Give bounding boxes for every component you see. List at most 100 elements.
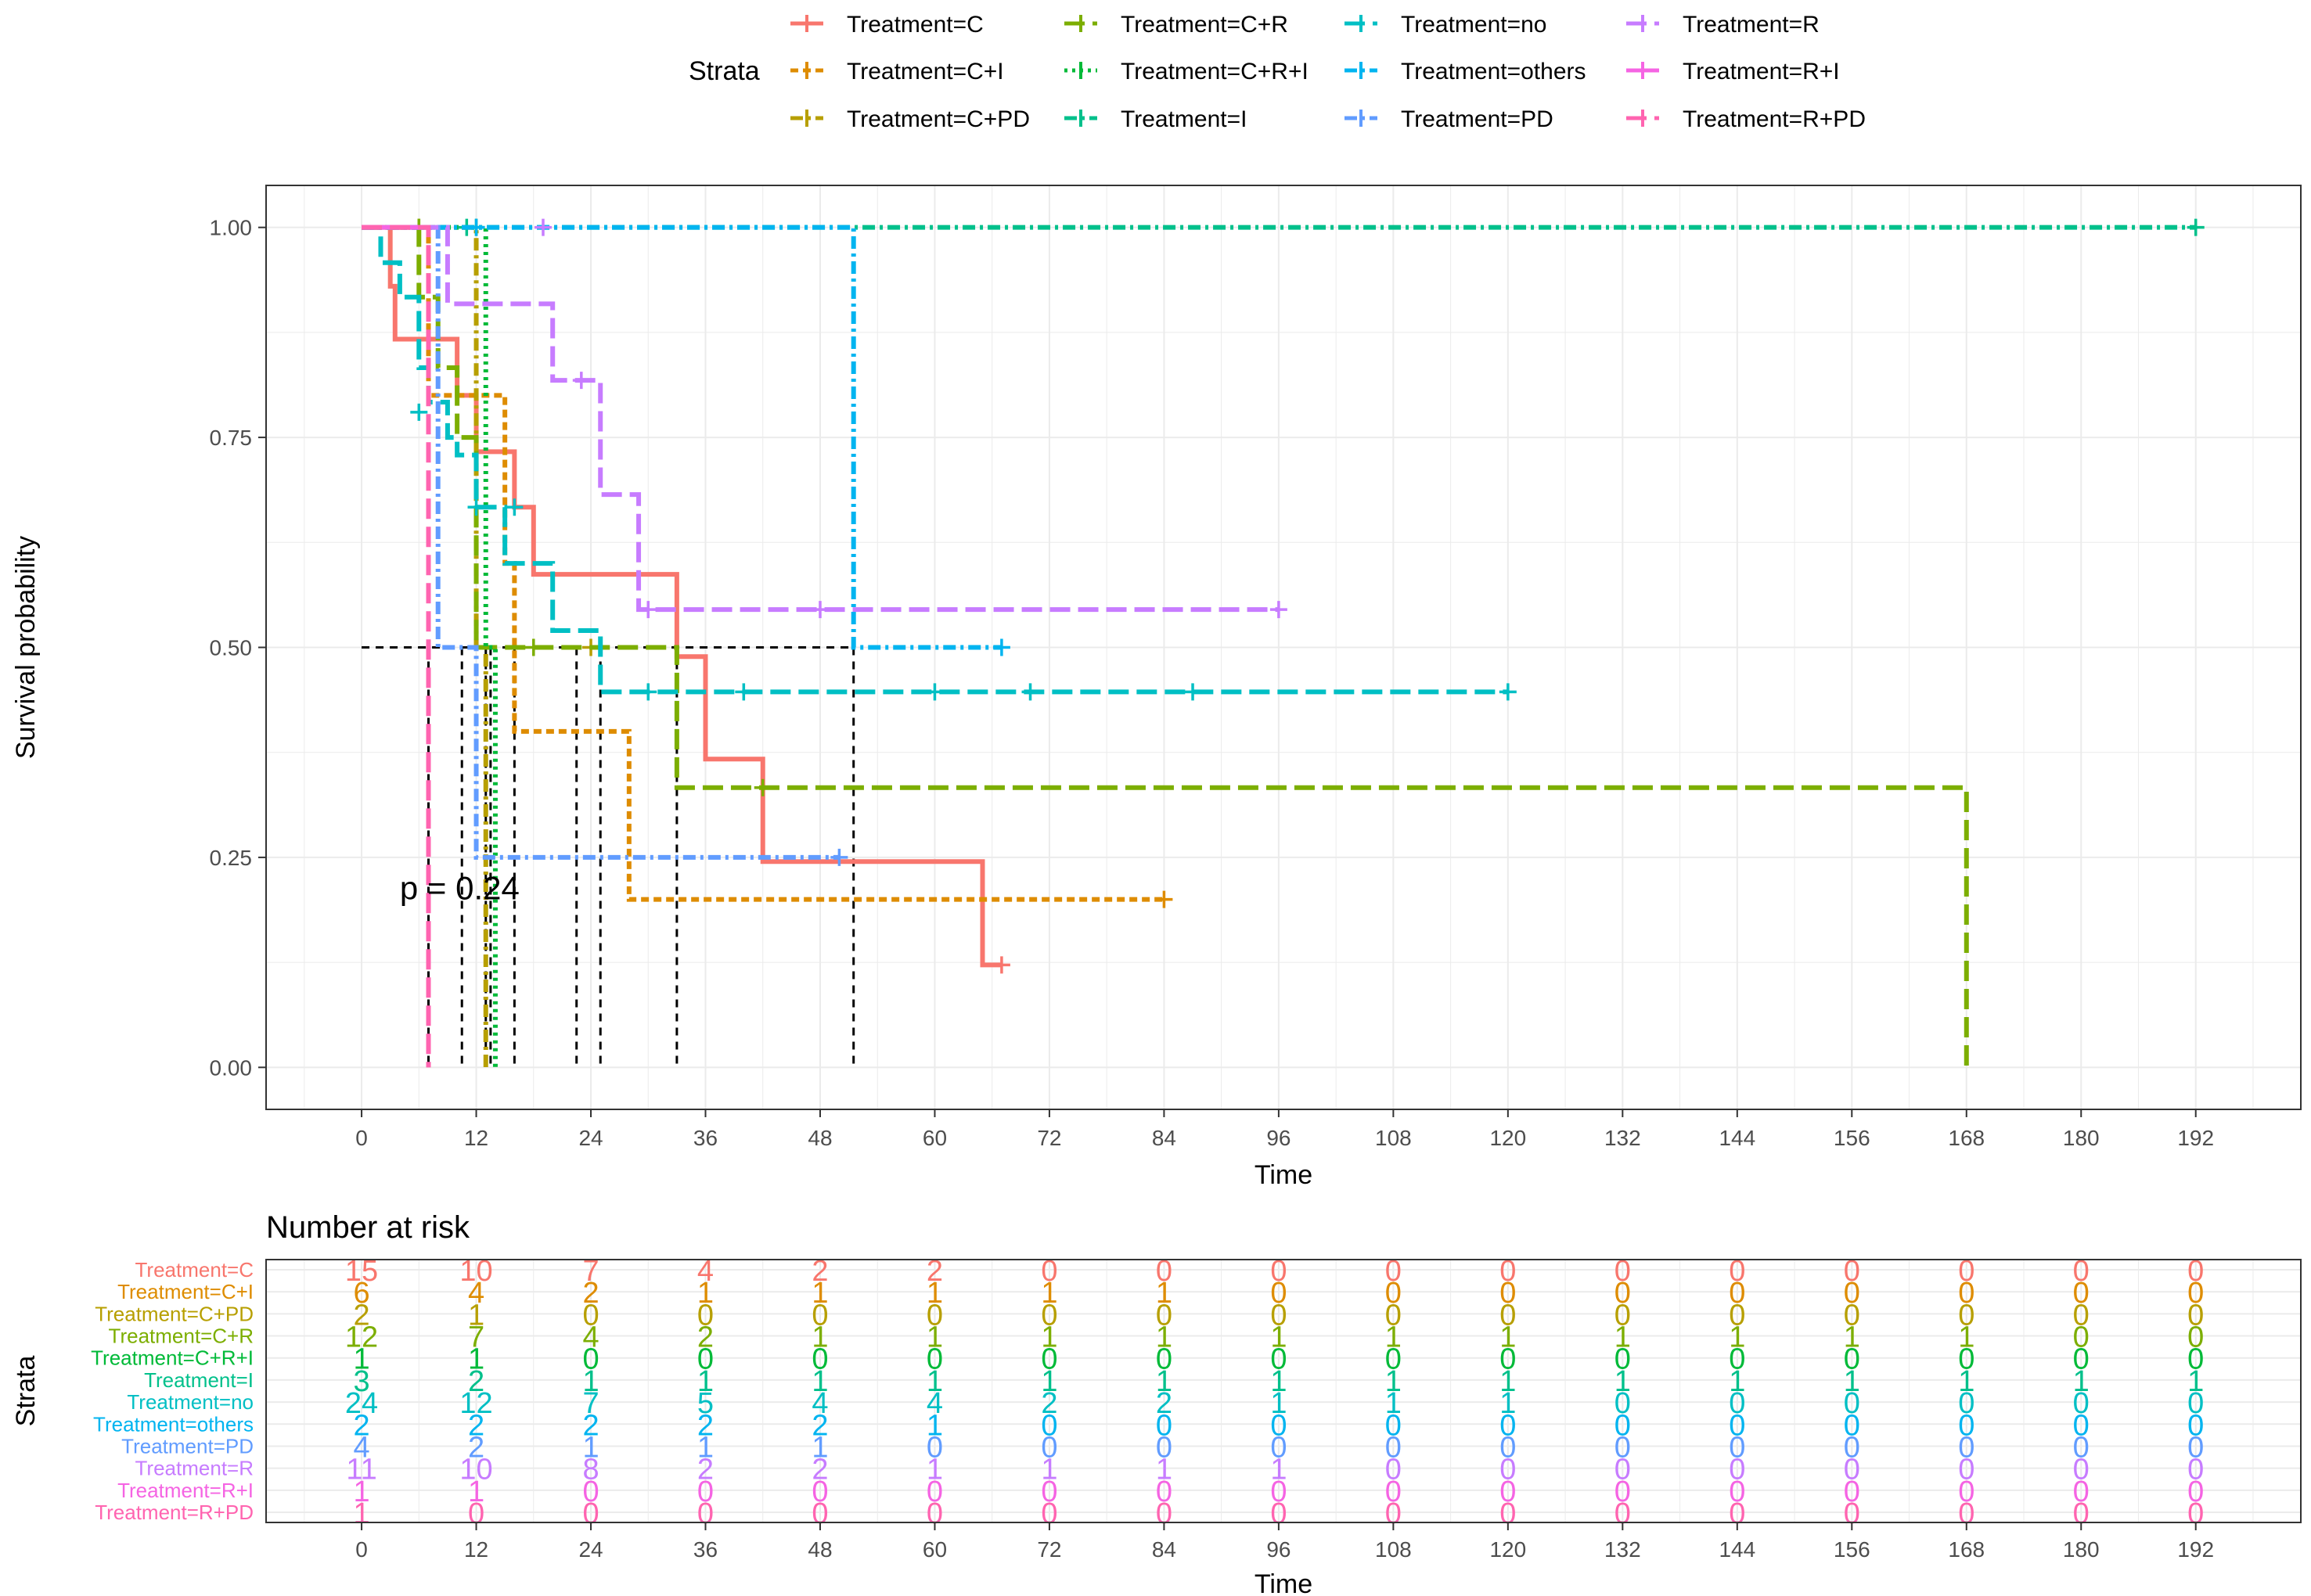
risk-value: 1 xyxy=(1499,1365,1516,1398)
risk-row: Treatment=no 24 12 7 5 4 4 2 2 1 1 1 0 0 0 0 0 0 xyxy=(127,1387,2204,1420)
risk-x-tick-label: 144 xyxy=(1719,1537,1755,1562)
risk-value: 0 xyxy=(2187,1343,2204,1376)
y-tick-label: 0.75 xyxy=(210,426,253,450)
censor-mark xyxy=(1269,601,1287,619)
censor-mark xyxy=(639,601,657,619)
risk-row-label: Treatment=I xyxy=(144,1368,254,1392)
risk-value: 1 xyxy=(1156,1277,1172,1310)
risk-value: 0 xyxy=(2073,1277,2090,1310)
risk-value: 0 xyxy=(1499,1277,1516,1310)
x-tick-label: 36 xyxy=(693,1126,718,1150)
risk-value: 0 xyxy=(582,1299,599,1332)
risk-value: 0 xyxy=(697,1476,714,1508)
risk-value: 0 xyxy=(1729,1409,1745,1442)
risk-value: 12 xyxy=(345,1321,378,1354)
risk-value: 2 xyxy=(697,1321,714,1354)
risk-row: Treatment=C 15 10 7 4 2 2 0 0 0 0 0 0 0 0 0 0 0 xyxy=(135,1255,2205,1288)
risk-value: 1 xyxy=(582,1431,599,1464)
risk-value: 0 xyxy=(2073,1255,2090,1288)
risk-value: 0 xyxy=(1499,1409,1516,1442)
risk-row: Treatment=I 3 2 1 1 1 1 1 1 1 1 1 1 1 1 1 1 1 xyxy=(144,1365,2204,1398)
censor-mark xyxy=(639,683,657,701)
legend-title: Strata xyxy=(689,56,760,86)
risk-value: 4 xyxy=(582,1321,599,1354)
risk-value: 0 xyxy=(1385,1476,1402,1508)
legend-label: Treatment=C+I xyxy=(847,59,1004,84)
risk-value: 0 xyxy=(1041,1299,1057,1332)
risk-value: 0 xyxy=(2187,1409,2204,1442)
risk-value: 0 xyxy=(1958,1255,1974,1288)
risk-row-label: Treatment=C+R+I xyxy=(91,1346,254,1370)
survival-step-line xyxy=(362,225,431,1068)
risk-value: 0 xyxy=(1614,1409,1631,1442)
risk-value: 0 xyxy=(812,1476,828,1508)
risk-value: 0 xyxy=(1499,1255,1516,1288)
risk-value: 0 xyxy=(1041,1431,1057,1464)
censor-mark xyxy=(992,638,1010,656)
risk-value: 0 xyxy=(1385,1409,1402,1442)
legend-label: Treatment=C+R+I xyxy=(1121,59,1308,84)
risk-row: Treatment=C+PD 2 1 0 0 0 0 0 0 0 0 0 0 0 0 0 0 0 xyxy=(95,1299,2204,1332)
risk-value: 1 xyxy=(1499,1387,1516,1420)
survival-curve xyxy=(362,225,1010,974)
x-tick-label: 24 xyxy=(578,1126,603,1150)
km-x-axis-label: Time xyxy=(1254,1160,1312,1190)
legend-label: Treatment=C+R xyxy=(1121,12,1288,38)
legend-label: Treatment=others xyxy=(1401,59,1586,84)
risk-value: 1 xyxy=(1385,1387,1402,1420)
risk-value: 1 xyxy=(1958,1365,1974,1398)
risk-value: 1 xyxy=(1156,1365,1172,1398)
risk-value: 1 xyxy=(927,1277,943,1310)
risk-x-tick-label: 192 xyxy=(2177,1537,2214,1562)
legend-label: Treatment=I xyxy=(1121,106,1247,132)
risk-value: 0 xyxy=(582,1476,599,1508)
risk-value: 0 xyxy=(1385,1343,1402,1376)
x-tick-label: 168 xyxy=(1948,1126,1985,1150)
y-tick-label: 0.00 xyxy=(210,1055,253,1080)
risk-value: 0 xyxy=(1270,1476,1287,1508)
risk-value: 0 xyxy=(927,1343,943,1376)
legend-entry: Treatment=PD xyxy=(1344,106,1553,132)
risk-value: 0 xyxy=(2073,1454,2090,1486)
risk-value: 0 xyxy=(2187,1476,2204,1508)
risk-value: 1 xyxy=(1844,1321,1860,1354)
risk-value: 0 xyxy=(927,1476,943,1508)
risk-x-tick-label: 60 xyxy=(923,1537,947,1562)
x-tick-label: 84 xyxy=(1152,1126,1176,1150)
risk-value: 11 xyxy=(346,1454,376,1486)
risk-value: 0 xyxy=(2073,1299,2090,1332)
survival-step-line xyxy=(362,225,840,860)
risk-value: 1 xyxy=(1729,1365,1745,1398)
legend-label: Treatment=C xyxy=(847,12,984,38)
risk-x-tick-label: 180 xyxy=(2063,1537,2100,1562)
risk-value: 1 xyxy=(468,1299,484,1332)
risk-x-tick-label: 96 xyxy=(1266,1537,1290,1562)
risk-row-label: Treatment=R+I xyxy=(117,1479,254,1502)
risk-value: 0 xyxy=(1385,1454,1402,1486)
x-tick-label: 108 xyxy=(1375,1126,1412,1150)
risk-table-panel: Number at risk Treatment=C 15 10 7 4 2 2 0 0 0 0 0 0… xyxy=(11,1210,2302,1596)
legend-entry: Treatment=R xyxy=(1626,12,1820,38)
risk-x-tick-label: 24 xyxy=(578,1537,603,1562)
risk-value: 2 xyxy=(697,1454,714,1486)
risk-value: 1 xyxy=(1041,1277,1057,1310)
censor-mark xyxy=(572,372,590,390)
survival-curve xyxy=(362,225,848,866)
risk-value: 1 xyxy=(2187,1365,2204,1398)
risk-value: 1 xyxy=(1270,1321,1287,1354)
risk-value: 0 xyxy=(1844,1431,1860,1464)
risk-value: 0 xyxy=(1729,1454,1745,1486)
risk-value: 2 xyxy=(468,1409,484,1442)
x-tick-label: 132 xyxy=(1604,1126,1641,1150)
risk-value: 1 xyxy=(353,1476,369,1508)
x-tick-label: 192 xyxy=(2177,1126,2214,1150)
risk-value: 0 xyxy=(1041,1255,1057,1288)
x-tick-label: 72 xyxy=(1037,1126,1061,1150)
risk-value: 0 xyxy=(1041,1476,1057,1508)
censor-mark xyxy=(1021,683,1039,701)
risk-value: 0 xyxy=(1614,1343,1631,1376)
censor-mark xyxy=(534,218,552,236)
risk-value: 2 xyxy=(582,1409,599,1442)
x-tick-label: 96 xyxy=(1266,1126,1290,1150)
risk-value: 0 xyxy=(1729,1343,1745,1376)
